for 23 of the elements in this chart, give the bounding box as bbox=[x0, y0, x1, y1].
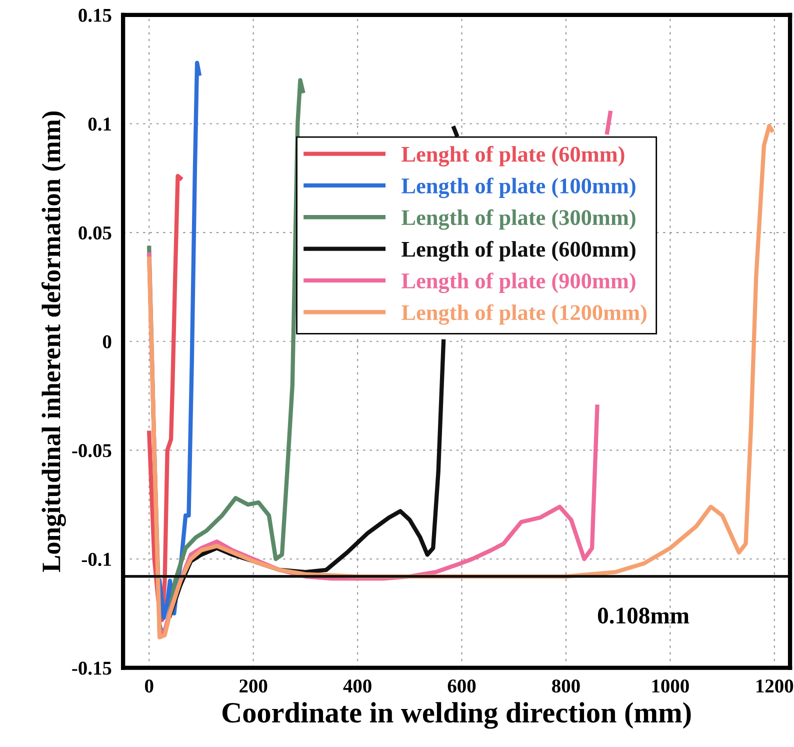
legend-label: Length of plate (100mm) bbox=[402, 178, 636, 198]
y-tick-label: 0 bbox=[102, 335, 112, 348]
x-axis-title: Coordinate in welding direction (mm) bbox=[222, 702, 691, 729]
x-tick-label: 1200 bbox=[756, 679, 794, 693]
x-tick-label: 0 bbox=[145, 679, 154, 693]
legend-label: Length of plate (1200mm) bbox=[402, 304, 646, 325]
x-tick-label: 800 bbox=[552, 679, 580, 693]
ref-line-label: 0.108mm bbox=[598, 608, 690, 624]
y-axis-title: Longitudinal inherent deformation (mm) bbox=[41, 111, 66, 572]
y-tick-label: -0.1 bbox=[82, 552, 111, 566]
y-tick-label: -0.05 bbox=[72, 444, 112, 458]
x-tick-label: 200 bbox=[240, 679, 268, 693]
y-tick-label: 0.05 bbox=[78, 226, 112, 240]
legend-label: Length of plate (600mm) bbox=[402, 240, 636, 262]
legend-label: Length of plate (300mm) bbox=[402, 209, 636, 230]
y-tick-label: -0.15 bbox=[72, 662, 112, 675]
legend-label: Lenght of plate (60mm) bbox=[402, 146, 624, 166]
y-tick-label: 0.15 bbox=[78, 8, 112, 22]
x-tick-label: 400 bbox=[343, 679, 372, 693]
x-tick-label: 1000 bbox=[652, 679, 689, 693]
x-tick-label: 600 bbox=[448, 679, 476, 693]
y-tick-label: 0.1 bbox=[88, 118, 111, 131]
legend-label: Length of plate (900mm) bbox=[402, 272, 636, 294]
